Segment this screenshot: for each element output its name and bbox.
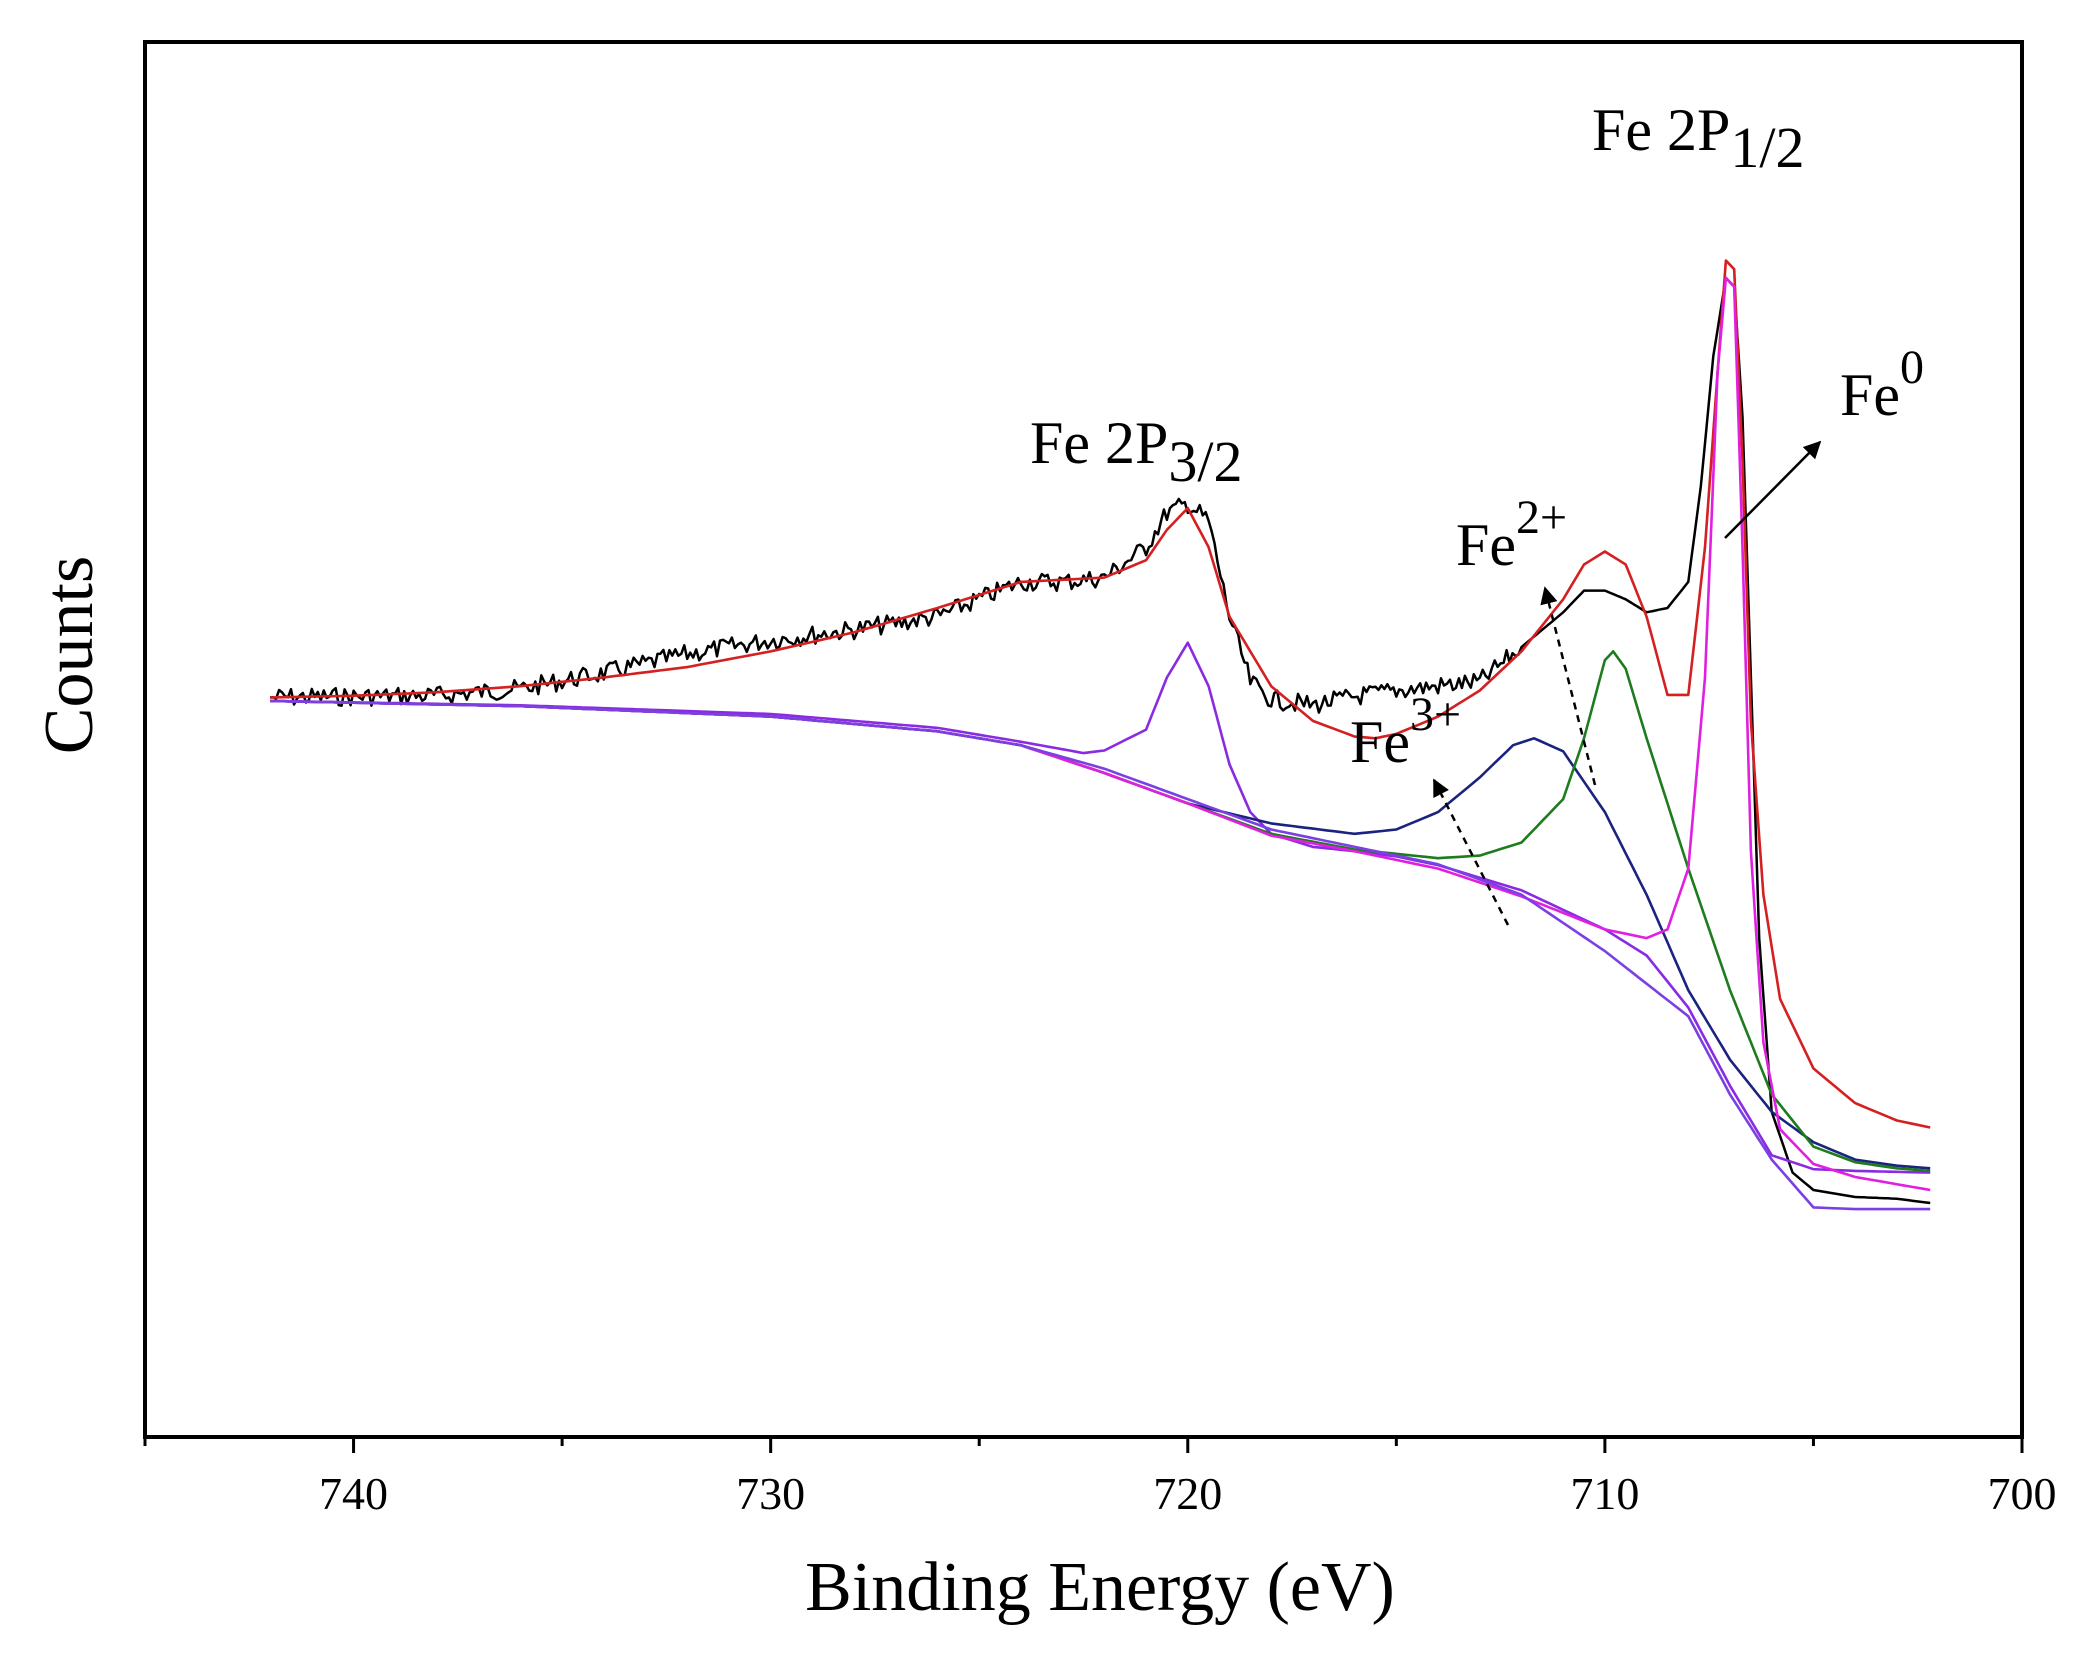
- fe-2p12-main: Fe 2P: [1592, 97, 1730, 163]
- fe0-arrow: [1724, 440, 1822, 539]
- series-line-background: [270, 699, 1931, 1211]
- x-tick-label: 710: [1570, 1468, 1639, 1519]
- x-tick-label: 700: [1988, 1468, 2057, 1519]
- y-axis-label: Counts: [31, 556, 108, 754]
- series-layer: [269, 259, 1931, 1211]
- x-tick-label: 720: [1153, 1468, 1222, 1519]
- x-axis: 740 730 720 710 700: [143, 1437, 2057, 1519]
- fe0-sup: 0: [1900, 341, 1924, 394]
- series-line-envelope: [270, 259, 1931, 1129]
- fe-2p32-sub: 3/2: [1168, 429, 1242, 494]
- fe0-label: Fe0: [1840, 341, 1924, 428]
- x-tick-label: 730: [736, 1468, 805, 1519]
- fe0-main: Fe: [1840, 362, 1900, 428]
- fe-2p32-label: Fe 2P3/2: [1030, 410, 1243, 494]
- fe2-label: Fe2+: [1456, 491, 1567, 578]
- fe2-sup: 2+: [1516, 491, 1567, 544]
- x-tick-label: 740: [319, 1468, 388, 1519]
- fe2-arrow: [1540, 586, 1597, 786]
- fe3-sup: 3+: [1410, 688, 1461, 741]
- series-line-fe_2p12_satellite: [270, 641, 1931, 1174]
- fe-2p32-main: Fe 2P: [1030, 410, 1168, 476]
- fe-2p12-label: Fe 2P1/2: [1592, 97, 1805, 180]
- x-axis-label: Binding Energy (eV): [805, 1549, 1395, 1626]
- fe3-main: Fe: [1350, 709, 1410, 775]
- fe3-arrow: [1432, 778, 1510, 926]
- plot-frame: [143, 40, 2024, 1439]
- fe3-label: Fe3+: [1350, 688, 1461, 775]
- series-line-fe2: [270, 650, 1931, 1173]
- fe-2p12-sub: 1/2: [1730, 115, 1804, 180]
- fe2-main: Fe: [1456, 512, 1516, 578]
